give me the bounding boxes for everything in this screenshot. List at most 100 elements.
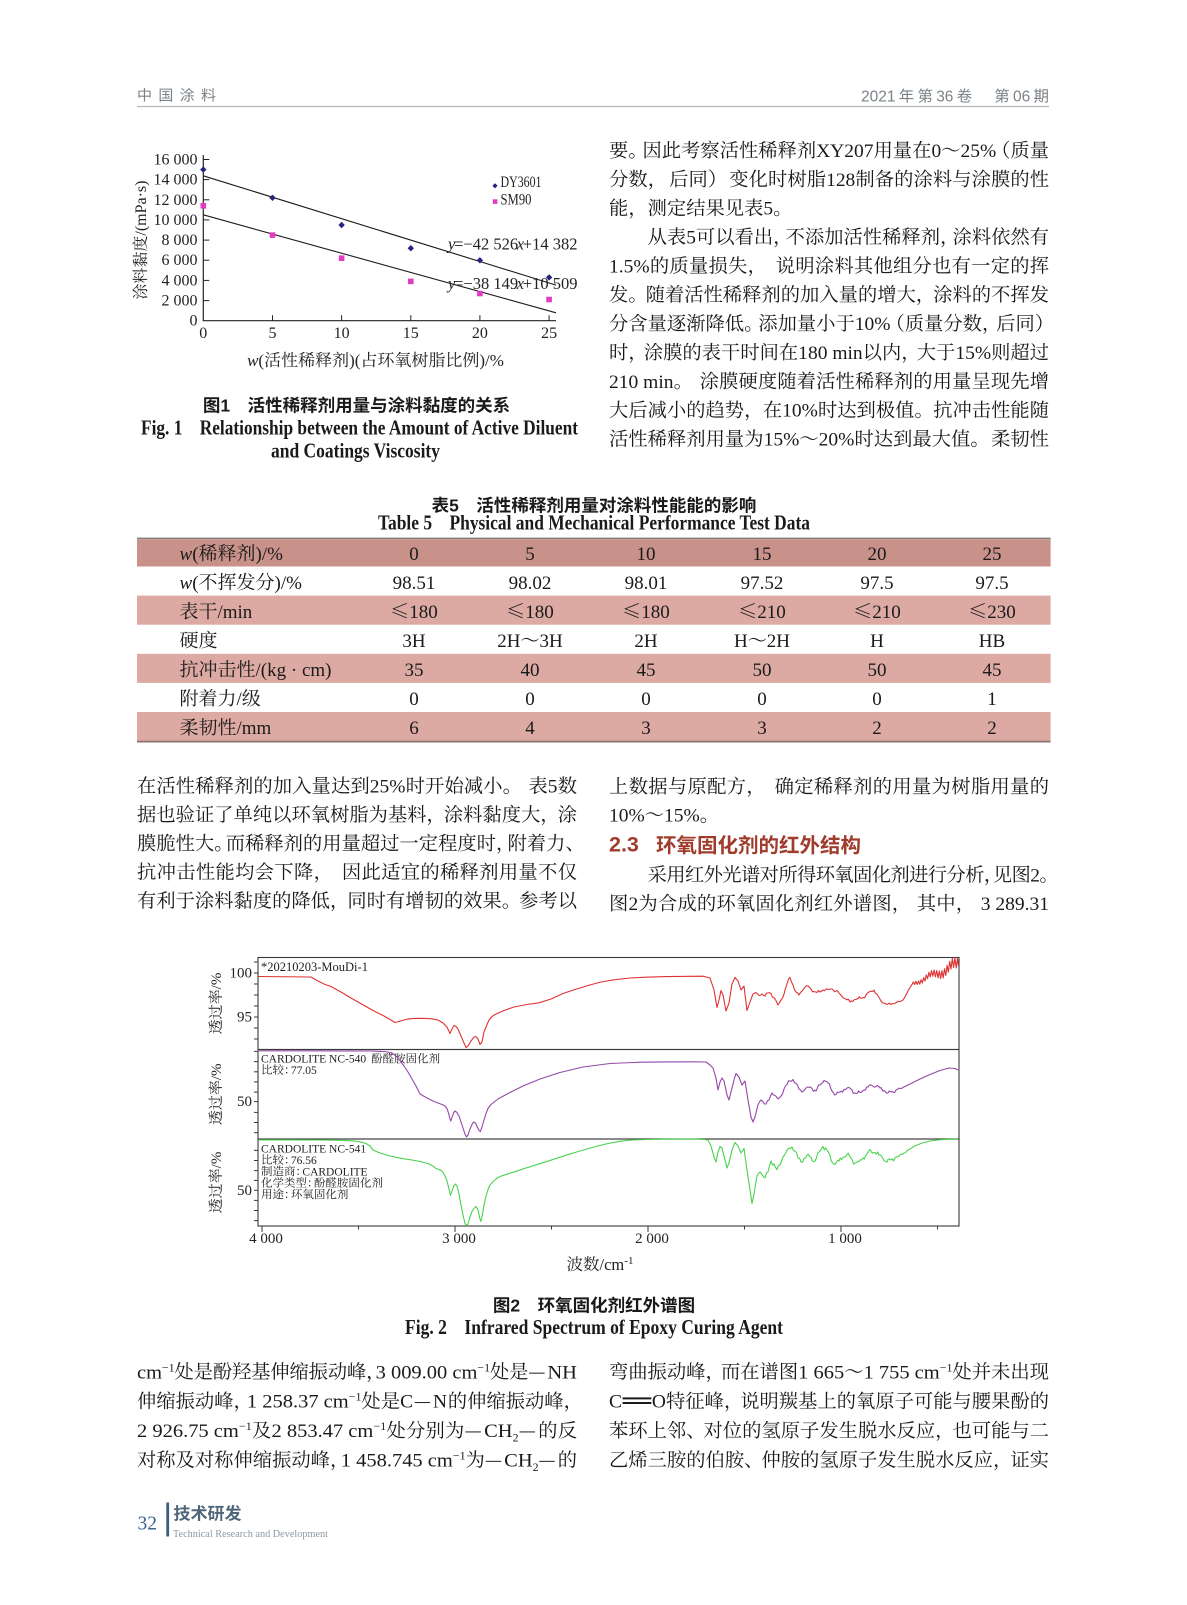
svg-text:15: 15 (403, 325, 419, 342)
svg-text:5: 5 (548, 777, 558, 798)
svg-text:45: 45 (637, 660, 656, 681)
svg-text:Technical Research and Develop: Technical Research and Development (173, 1529, 328, 1540)
svg-text:5: 5 (449, 496, 459, 516)
svg-text:210: 210 (757, 602, 786, 623)
svg-text:3H: 3H (540, 631, 563, 652)
svg-text:0: 0 (757, 689, 767, 710)
svg-text:2: 2 (510, 1296, 520, 1316)
svg-text:)(: )( (349, 351, 361, 370)
svg-text:1 458.745 cm: 1 458.745 cm (341, 1451, 453, 1472)
svg-text:2: 2 (872, 718, 882, 739)
svg-text:40: 40 (521, 660, 540, 681)
svg-text:0: 0 (872, 689, 882, 710)
svg-text:-1: -1 (624, 1255, 633, 1267)
svg-text:CARDOLITE NC-541: CARDOLITE NC-541 (261, 1143, 366, 1155)
svg-text:4 000: 4 000 (249, 1231, 283, 1247)
svg-text:35: 35 (405, 660, 424, 681)
svg-text:3: 3 (641, 718, 651, 739)
svg-text:/(mPa·s): /(mPa·s) (133, 181, 150, 236)
svg-text:/%: /% (209, 1152, 225, 1169)
svg-text:15%: 15% (664, 806, 700, 827)
svg-text:/min: /min (218, 602, 253, 623)
svg-text:210: 210 (872, 602, 901, 623)
svg-text:2021: 2021 (861, 89, 896, 106)
svg-text:98.51: 98.51 (393, 573, 436, 594)
svg-text:1: 1 (987, 689, 997, 710)
svg-text:Table 5 Physical and Mechanic: Table 5 Physical and Mechanical Performa… (378, 511, 810, 535)
svg-text:20: 20 (472, 325, 488, 342)
svg-text:77.05: 77.05 (291, 1065, 317, 1077)
svg-text:CH: CH (484, 1421, 512, 1442)
svg-text:=−42 526: =−42 526 (454, 235, 518, 254)
svg-text:15%: 15% (764, 430, 800, 451)
svg-text:=−38 149: =−38 149 (454, 274, 518, 293)
svg-text:/: / (237, 689, 243, 710)
svg-text:25%: 25% (370, 777, 406, 798)
svg-text:20: 20 (868, 544, 887, 565)
svg-text:CH: CH (504, 1451, 532, 1472)
svg-text:10%: 10% (782, 401, 818, 422)
svg-text:HB: HB (979, 631, 1005, 652)
svg-text:1 258.37 cm: 1 258.37 cm (247, 1392, 349, 1413)
svg-text:06: 06 (1013, 89, 1030, 106)
svg-text:14 000: 14 000 (154, 172, 198, 189)
svg-text:SM90: SM90 (501, 192, 532, 209)
svg-text:H: H (870, 631, 884, 652)
svg-text:97.5: 97.5 (860, 573, 893, 594)
svg-text:128: 128 (826, 170, 855, 191)
svg-text:2H: 2H (497, 631, 520, 652)
svg-text:−1: −1 (349, 1390, 362, 1404)
svg-text:C: C (400, 1392, 413, 1413)
svg-text:/(kg · cm): /(kg · cm) (256, 660, 332, 681)
svg-text:2: 2 (533, 1462, 539, 1474)
svg-text:+10 509: +10 509 (523, 274, 578, 293)
svg-text:2 926.75 cm: 2 926.75 cm (137, 1421, 239, 1442)
svg-text:(: ( (192, 544, 198, 565)
svg-text:w: w (180, 573, 193, 594)
svg-text:0: 0 (409, 689, 419, 710)
svg-text:0: 0 (641, 689, 651, 710)
svg-text:98.02: 98.02 (509, 573, 552, 594)
svg-text:4 000: 4 000 (162, 272, 198, 289)
svg-text:5: 5 (686, 228, 696, 249)
svg-text:Fig. 2 Infrared Spectrum of E: Fig. 2 Infrared Spectrum of Epoxy Curing… (405, 1315, 783, 1339)
svg-text:1 755 cm: 1 755 cm (864, 1362, 940, 1383)
svg-text:−1: −1 (374, 1419, 387, 1433)
svg-text:O: O (652, 1392, 666, 1413)
svg-text:5: 5 (525, 544, 535, 565)
svg-text:15: 15 (753, 544, 772, 565)
svg-text:180: 180 (525, 602, 554, 623)
svg-text:3 009.00 cm: 3 009.00 cm (376, 1362, 478, 1383)
svg-text:10: 10 (334, 325, 350, 342)
svg-text:97.52: 97.52 (741, 573, 784, 594)
svg-text:10%: 10% (609, 806, 645, 827)
svg-text:180: 180 (641, 602, 670, 623)
svg-text:5: 5 (763, 199, 773, 220)
svg-text:1: 1 (220, 396, 230, 416)
svg-text:3 289.31: 3 289.31 (981, 894, 1049, 915)
svg-text:x: x (516, 235, 525, 254)
svg-text:12 000: 12 000 (154, 192, 198, 209)
svg-text:N: N (433, 1392, 447, 1413)
svg-text:15%: 15% (955, 343, 991, 364)
svg-text:95: 95 (237, 1010, 252, 1026)
svg-text:w: w (180, 544, 193, 565)
svg-text:2: 2 (629, 894, 639, 915)
svg-text:−1: −1 (162, 1360, 175, 1374)
svg-text:0: 0 (525, 689, 535, 710)
svg-text:CARDOLITE: CARDOLITE (302, 1166, 367, 1178)
svg-text:/%: /% (209, 973, 225, 990)
svg-text:Fig. 1 Relationship between t: Fig. 1 Relationship between the Amount o… (141, 416, 578, 440)
svg-text:0: 0 (932, 141, 942, 162)
svg-text:100: 100 (230, 966, 253, 982)
svg-text:76.56: 76.56 (291, 1155, 317, 1167)
svg-text:6: 6 (409, 718, 419, 739)
svg-text:36: 36 (936, 89, 953, 106)
svg-text:+14 382: +14 382 (523, 235, 578, 254)
svg-text:*20210203-MouDi-1: *20210203-MouDi-1 (261, 960, 368, 974)
svg-text:y: y (446, 235, 456, 254)
svg-text:−1: −1 (477, 1360, 490, 1374)
svg-text:/cm: /cm (600, 1255, 625, 1274)
svg-text:8 000: 8 000 (162, 232, 198, 249)
svg-text:3 000: 3 000 (442, 1231, 476, 1247)
